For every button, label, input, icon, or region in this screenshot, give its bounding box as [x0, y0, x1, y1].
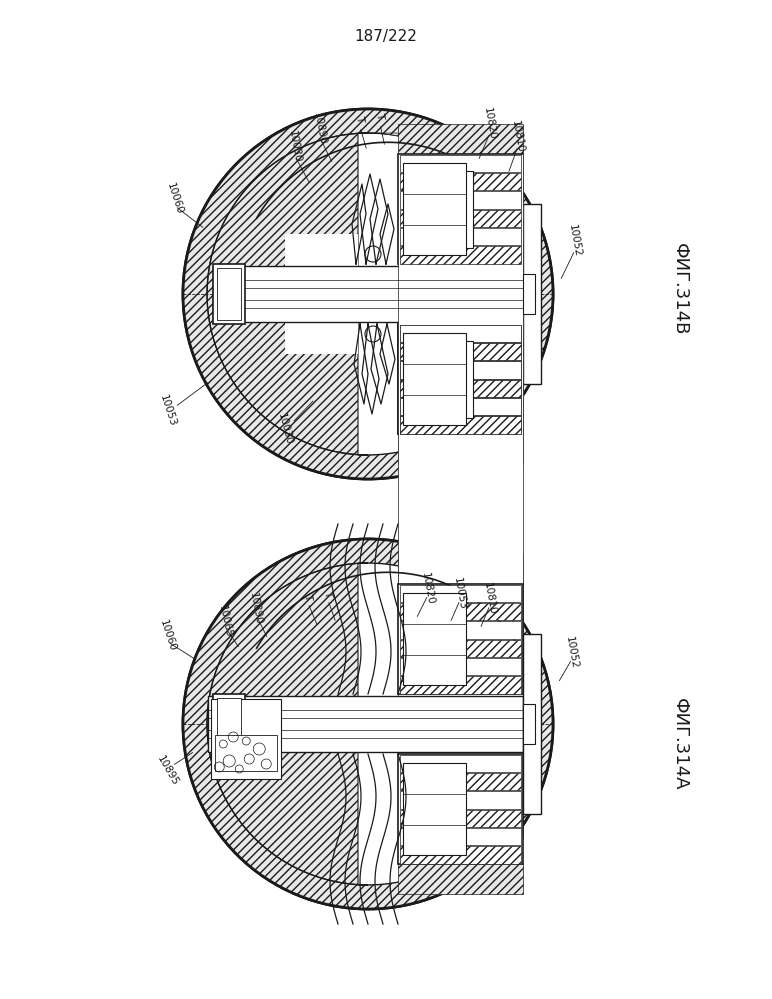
Text: T: T	[354, 115, 365, 123]
Bar	[523, 704, 535, 744]
Circle shape	[207, 563, 529, 885]
Bar	[400, 846, 521, 863]
Text: ФИГ.314B: ФИГ.314B	[671, 243, 689, 336]
Bar	[208, 696, 523, 752]
Bar	[400, 773, 521, 790]
Text: 10053: 10053	[452, 577, 468, 611]
Bar	[398, 324, 523, 434]
Bar	[213, 694, 245, 754]
Polygon shape	[207, 563, 368, 885]
Bar	[398, 124, 523, 154]
Text: 10895: 10895	[155, 754, 181, 788]
Circle shape	[183, 539, 553, 909]
Polygon shape	[207, 133, 368, 455]
Text: ФИГ.314A: ФИГ.314A	[671, 697, 689, 790]
Text: 10810: 10810	[482, 582, 498, 616]
Text: 10053: 10053	[158, 394, 178, 429]
Bar	[215, 735, 277, 771]
Bar	[400, 417, 521, 434]
Bar	[400, 584, 521, 601]
Bar	[213, 264, 245, 324]
Bar	[400, 155, 521, 172]
Circle shape	[183, 109, 553, 479]
Bar	[400, 380, 521, 397]
Text: 10820: 10820	[482, 107, 498, 141]
Text: 10810: 10810	[510, 120, 526, 154]
Bar	[398, 324, 523, 434]
Bar	[400, 791, 521, 808]
Bar	[400, 246, 521, 264]
Bar	[403, 592, 466, 685]
Bar	[400, 809, 521, 827]
Text: 10060: 10060	[165, 182, 185, 216]
Bar	[400, 657, 521, 675]
Bar	[213, 266, 523, 322]
Text: T: T	[303, 593, 313, 601]
Bar	[523, 634, 541, 814]
Bar	[400, 191, 521, 209]
Bar	[400, 362, 521, 379]
Bar	[400, 621, 521, 638]
Bar	[400, 325, 521, 342]
Text: 10890: 10890	[312, 112, 328, 146]
Text: 10065: 10065	[217, 603, 233, 638]
Bar	[400, 639, 521, 656]
Bar	[400, 343, 521, 361]
Text: 10030: 10030	[276, 412, 294, 447]
Bar	[217, 698, 241, 750]
Bar	[400, 228, 521, 245]
Bar	[400, 602, 521, 620]
Bar	[403, 333, 466, 426]
Bar	[398, 584, 523, 694]
Text: T: T	[323, 590, 334, 598]
Bar	[400, 398, 521, 416]
Circle shape	[207, 133, 529, 455]
Text: 10890: 10890	[249, 592, 264, 626]
Bar	[405, 341, 473, 418]
Bar	[285, 234, 358, 354]
Circle shape	[183, 539, 553, 909]
Bar	[400, 343, 521, 361]
Bar	[400, 325, 521, 342]
Bar	[400, 754, 521, 772]
Bar	[403, 163, 466, 255]
Bar	[400, 417, 521, 434]
Circle shape	[365, 326, 381, 342]
Text: 10030: 10030	[287, 130, 303, 164]
Bar	[398, 864, 523, 894]
Bar	[405, 171, 473, 248]
Bar	[523, 204, 541, 384]
Text: T: T	[374, 112, 385, 120]
Bar	[400, 362, 521, 379]
Text: 10060: 10060	[158, 619, 178, 653]
Text: 10052: 10052	[567, 224, 583, 258]
Bar	[400, 828, 521, 845]
Bar	[403, 763, 466, 855]
Bar	[398, 434, 523, 464]
Polygon shape	[368, 133, 529, 294]
Bar	[400, 380, 521, 397]
Text: 10820: 10820	[420, 572, 435, 606]
Bar	[398, 754, 523, 864]
Bar	[523, 274, 535, 314]
Bar	[398, 554, 523, 584]
Bar	[400, 398, 521, 416]
Bar	[398, 154, 523, 264]
Bar	[398, 154, 523, 838]
Circle shape	[183, 109, 553, 479]
Bar	[400, 676, 521, 693]
Text: 10052: 10052	[564, 636, 580, 670]
Text: 187/222: 187/222	[354, 30, 418, 45]
Bar	[212, 699, 281, 779]
Bar	[400, 173, 521, 190]
Bar	[217, 268, 241, 320]
Bar	[400, 210, 521, 227]
Circle shape	[365, 246, 381, 262]
